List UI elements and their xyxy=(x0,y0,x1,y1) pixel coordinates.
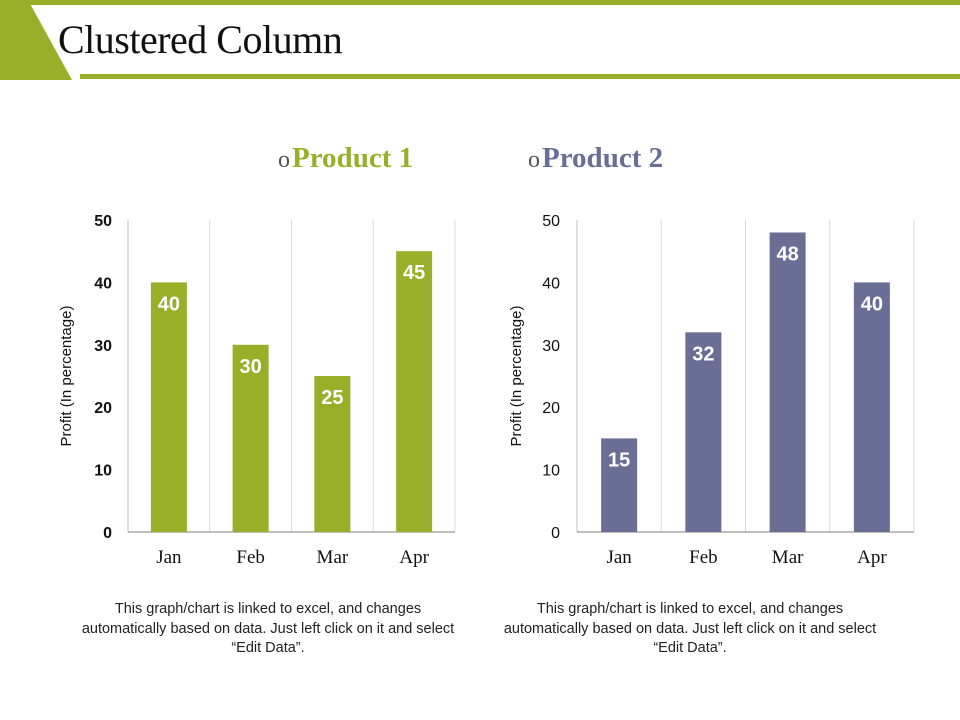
y-tick-label: 10 xyxy=(94,463,112,480)
x-tick-label: Jan xyxy=(156,547,182,568)
bar-feb[interactable] xyxy=(232,344,269,532)
data-label: 15 xyxy=(608,449,630,471)
y-tick-label: 20 xyxy=(542,400,560,417)
y-axis-title: Profit (In percentage) xyxy=(508,306,525,447)
legend-product-2-label: Product 2 xyxy=(542,142,664,174)
top-accent-bar xyxy=(0,0,960,5)
y-tick-label: 0 xyxy=(551,525,560,542)
y-tick-label: 50 xyxy=(94,213,112,230)
data-label: 25 xyxy=(321,387,343,409)
y-tick-label: 20 xyxy=(94,400,112,417)
y-tick-label: 40 xyxy=(94,275,112,292)
x-tick-label: Mar xyxy=(317,547,349,568)
x-tick-label: Feb xyxy=(236,547,265,568)
chart-product-2[interactable]: 0 10 20 30 40 50 Profit (In percentage) 15 Jan 32… xyxy=(490,195,930,580)
bar-mar[interactable] xyxy=(314,376,351,532)
data-label: 40 xyxy=(861,293,883,315)
data-label: 40 xyxy=(158,293,180,315)
bar-jan[interactable] xyxy=(601,438,638,532)
x-tick-label: Feb xyxy=(689,547,718,568)
chart-caption-1: This graph/chart is linked to excel, and… xyxy=(81,601,455,656)
data-label: 30 xyxy=(240,356,262,378)
x-tick-label: Jan xyxy=(606,547,632,568)
y-tick-label: 30 xyxy=(542,338,560,355)
chart-caption-2: This graph/chart is linked to excel, and… xyxy=(503,601,877,656)
y-tick-label: 40 xyxy=(542,275,560,292)
bar-mar[interactable] xyxy=(769,232,806,533)
y-axis-title: Profit (In percentage) xyxy=(58,306,75,447)
bar-apr[interactable] xyxy=(396,251,433,532)
bar-jan[interactable] xyxy=(150,282,187,532)
y-tick-label: 10 xyxy=(542,463,560,480)
corner-accent-triangle xyxy=(0,0,72,80)
bar-feb[interactable] xyxy=(685,332,722,532)
legend-product-1: oProduct 1 xyxy=(278,142,413,175)
title-underline xyxy=(80,74,960,79)
bar-apr[interactable] xyxy=(853,282,890,532)
data-label: 32 xyxy=(692,343,714,365)
x-tick-label: Apr xyxy=(857,547,887,568)
data-label: 45 xyxy=(403,262,425,284)
legend-product-1-label: Product 1 xyxy=(292,142,414,174)
page-title: Clustered Column xyxy=(58,17,343,62)
y-tick-label: 0 xyxy=(103,525,112,542)
legend-product-2: oProduct 2 xyxy=(528,142,663,175)
chart-product-1[interactable]: 0 10 20 30 40 50 Profit (In percentage) 40 Jan 30… xyxy=(40,195,480,580)
x-tick-label: Apr xyxy=(399,547,429,568)
legend-marker-icon: o xyxy=(278,147,290,173)
legend-marker-icon: o xyxy=(528,147,540,173)
y-tick-label: 50 xyxy=(542,213,560,230)
y-tick-label: 30 xyxy=(94,338,112,355)
x-tick-label: Mar xyxy=(772,547,804,568)
data-label: 48 xyxy=(777,243,799,265)
